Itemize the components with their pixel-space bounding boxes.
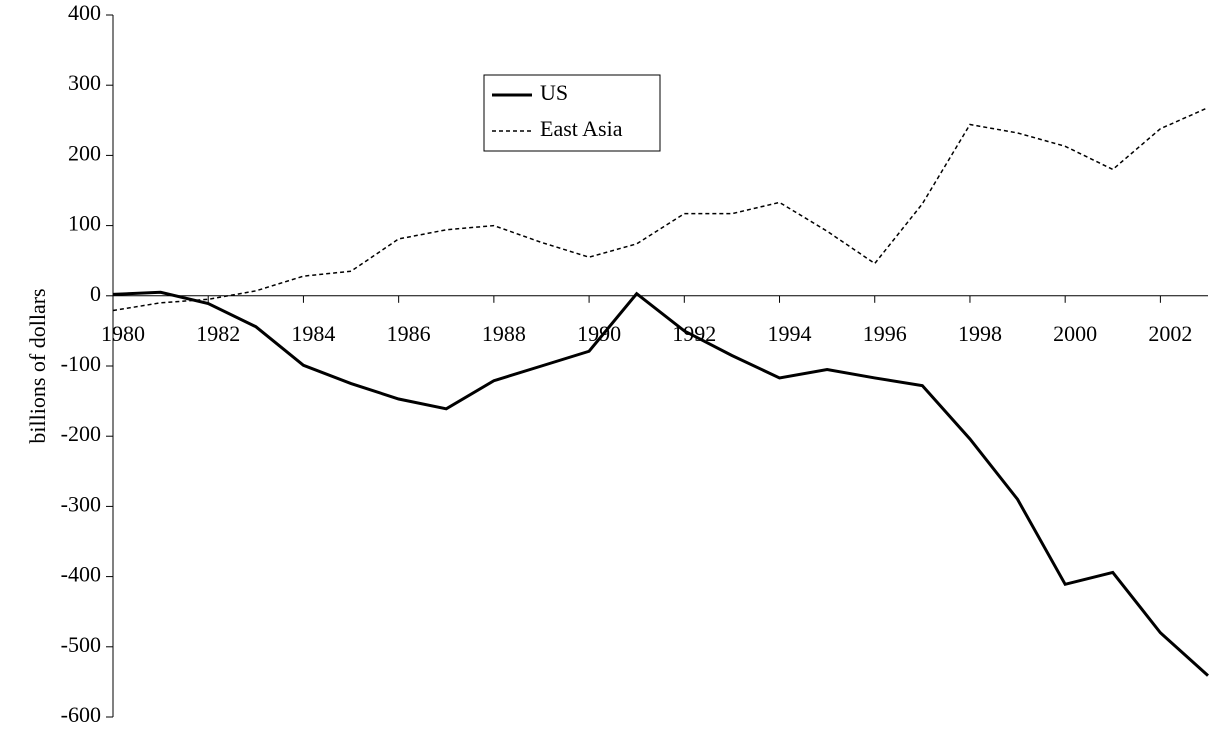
y-tick-label: 200 (68, 140, 101, 165)
y-tick-label: 300 (68, 70, 101, 95)
x-tick-label: 1992 (672, 321, 716, 346)
x-tick-label: 2002 (1148, 321, 1192, 346)
y-tick-label: -600 (61, 702, 101, 727)
y-tick-label: -500 (61, 632, 101, 657)
legend-box (483, 74, 661, 152)
x-tick-label: 1984 (291, 321, 335, 346)
y-tick-label: 400 (68, 0, 101, 25)
x-tick-label: 1998 (958, 321, 1002, 346)
x-tick-label: 1986 (387, 321, 431, 346)
y-tick-label: -100 (61, 351, 101, 376)
x-tick-label: 1994 (768, 321, 812, 346)
series-line (112, 290, 1210, 677)
x-tick-label: 2000 (1053, 321, 1097, 346)
y-axis-label: billions of dollars (25, 288, 50, 443)
x-tick-label: 1982 (196, 321, 240, 346)
y-tick-label: -300 (61, 491, 101, 516)
legend-label: East Asia (540, 116, 623, 141)
x-tick-label: 1988 (482, 321, 526, 346)
y-tick-label: 100 (68, 211, 101, 236)
x-tick-label: 1990 (577, 321, 621, 346)
x-tick-label: 1980 (101, 321, 145, 346)
x-tick-label: 1996 (863, 321, 907, 346)
legend-label: US (540, 80, 568, 105)
series-line (112, 106, 1209, 312)
y-tick-label: -400 (61, 562, 101, 587)
y-tick-label: 0 (90, 281, 101, 306)
y-tick-label: -200 (61, 421, 101, 446)
